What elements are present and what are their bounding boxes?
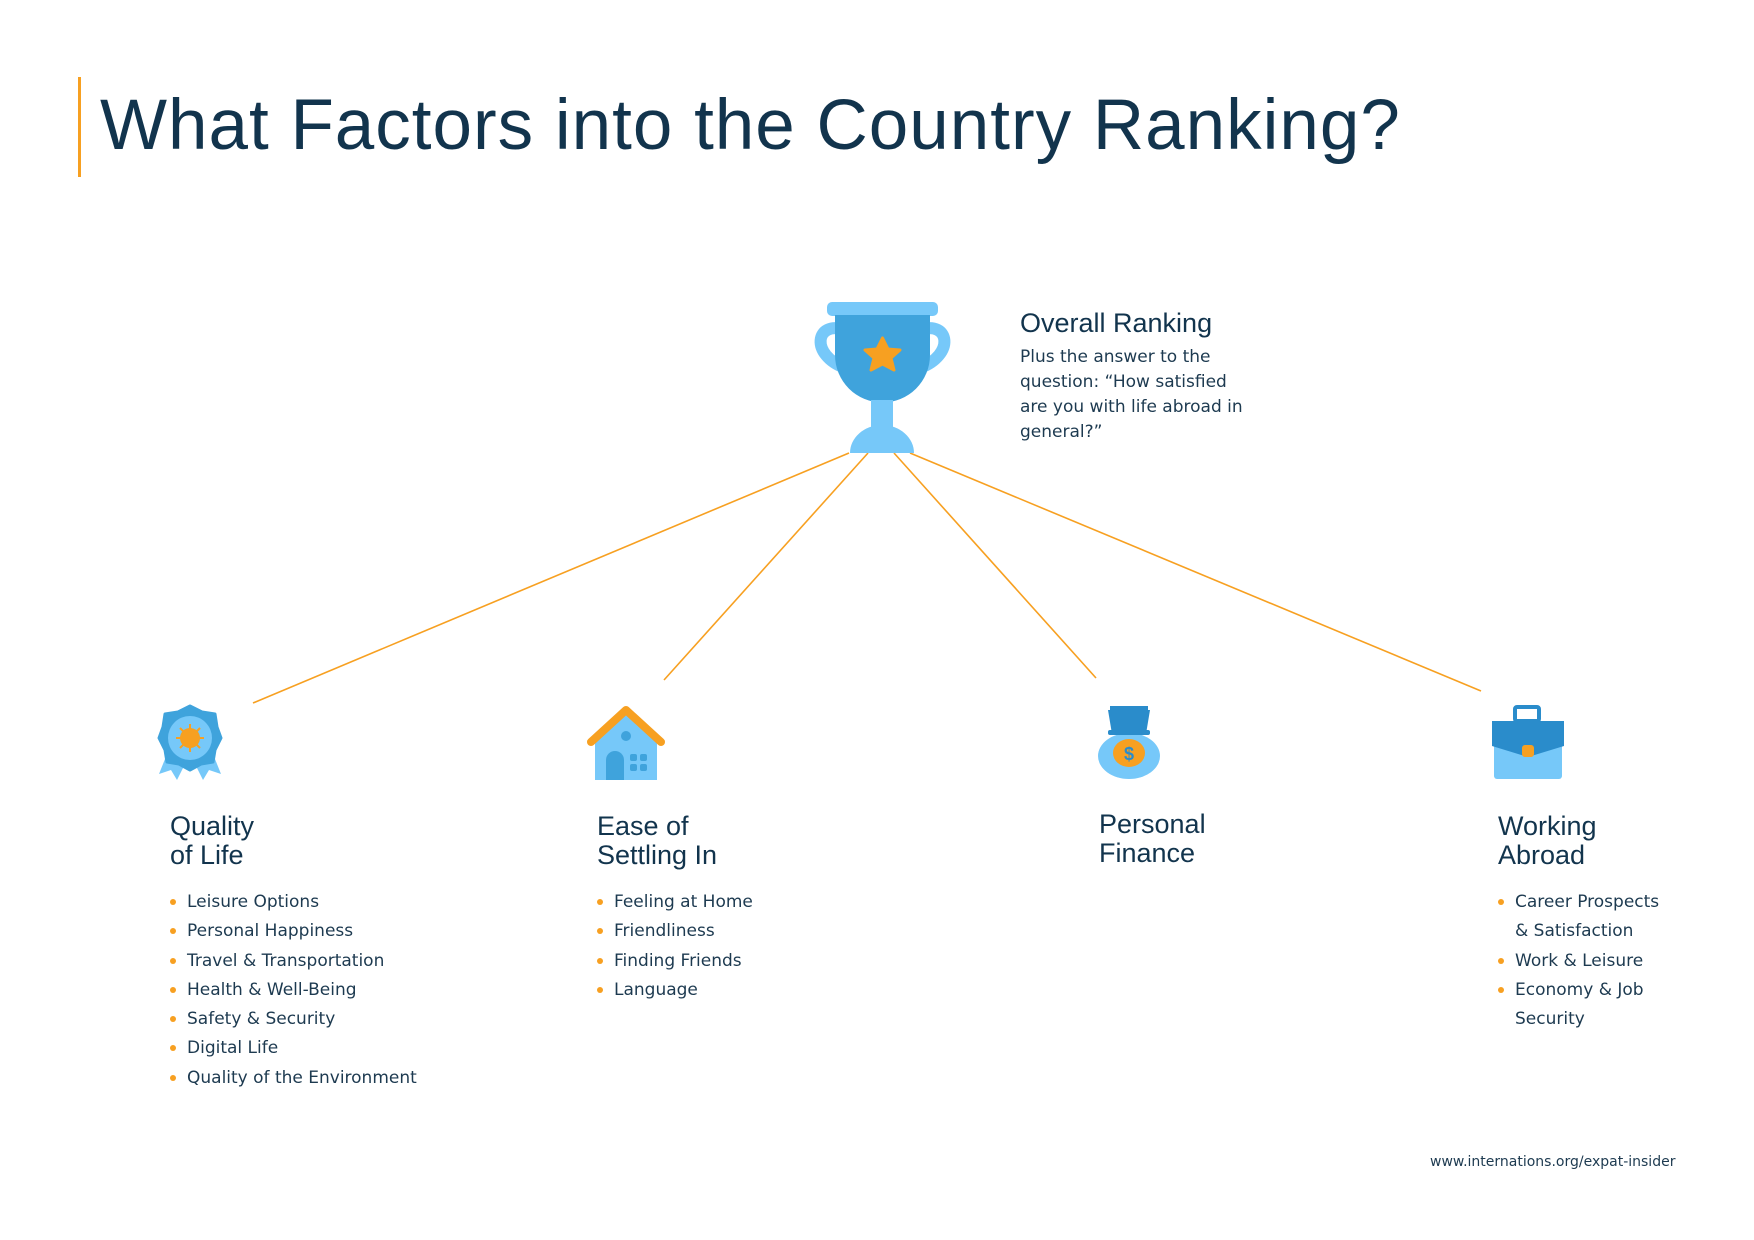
- overall-ranking-title: Overall Ranking: [1020, 308, 1213, 338]
- list-item: Language: [597, 976, 753, 1005]
- category-quality-of-life: Quality of Life Leisure Options Personal…: [170, 812, 417, 1093]
- list-item: Feeling at Home: [597, 888, 753, 917]
- list-item: Digital Life: [170, 1034, 417, 1063]
- house-icon: [587, 706, 665, 780]
- list-item: Work & Leisure: [1498, 947, 1659, 976]
- rosette-icon: [157, 704, 223, 780]
- factor-list: Career Prospects & Satisfaction Work & L…: [1498, 888, 1659, 1034]
- list-item: Quality of the Environment: [170, 1064, 417, 1093]
- list-item: Friendliness: [597, 917, 753, 946]
- list-item: Economy & Job Security: [1498, 976, 1659, 1035]
- list-item: Health & Well-Being: [170, 976, 417, 1005]
- category-heading: Ease of Settling In: [597, 811, 718, 870]
- list-item: Safety & Security: [170, 1005, 417, 1034]
- list-item: Leisure Options: [170, 888, 417, 917]
- category-personal-finance: Personal Finance: [1099, 810, 1206, 868]
- list-item: Travel & Transportation: [170, 947, 417, 976]
- accent-bar: [78, 77, 81, 177]
- list-item: Finding Friends: [597, 947, 753, 976]
- source-url: www.internations.org/expat-insider: [1430, 1154, 1676, 1170]
- connector-ease-of-settling-in: [663, 452, 869, 681]
- category-heading: Personal Finance: [1099, 809, 1206, 868]
- money-bag-icon: $: [1098, 706, 1160, 779]
- briefcase-icon: [1492, 705, 1564, 779]
- page-title: What Factors into the Country Ranking?: [100, 86, 1401, 165]
- factor-list: Leisure Options Personal Happiness Trave…: [170, 888, 417, 1093]
- connector-working-abroad: [909, 452, 1482, 692]
- category-heading: Quality of Life: [170, 811, 255, 870]
- list-item: Career Prospects & Satisfaction: [1498, 888, 1659, 947]
- list-item: Personal Happiness: [170, 917, 417, 946]
- factor-list: Feeling at Home Friendliness Finding Fri…: [597, 888, 753, 1005]
- connector-personal-finance: [893, 452, 1097, 679]
- category-ease-of-settling-in: Ease of Settling In Feeling at Home Frie…: [597, 812, 753, 1005]
- trophy-icon: [814, 302, 951, 453]
- svg-text:$: $: [1124, 744, 1134, 764]
- overall-ranking-description: Plus the answer to the question: “How sa…: [1020, 347, 1243, 442]
- category-working-abroad: Working Abroad Career Prospects & Satisf…: [1498, 812, 1659, 1034]
- connector-quality-of-life: [252, 452, 850, 704]
- category-heading: Working Abroad: [1498, 811, 1597, 870]
